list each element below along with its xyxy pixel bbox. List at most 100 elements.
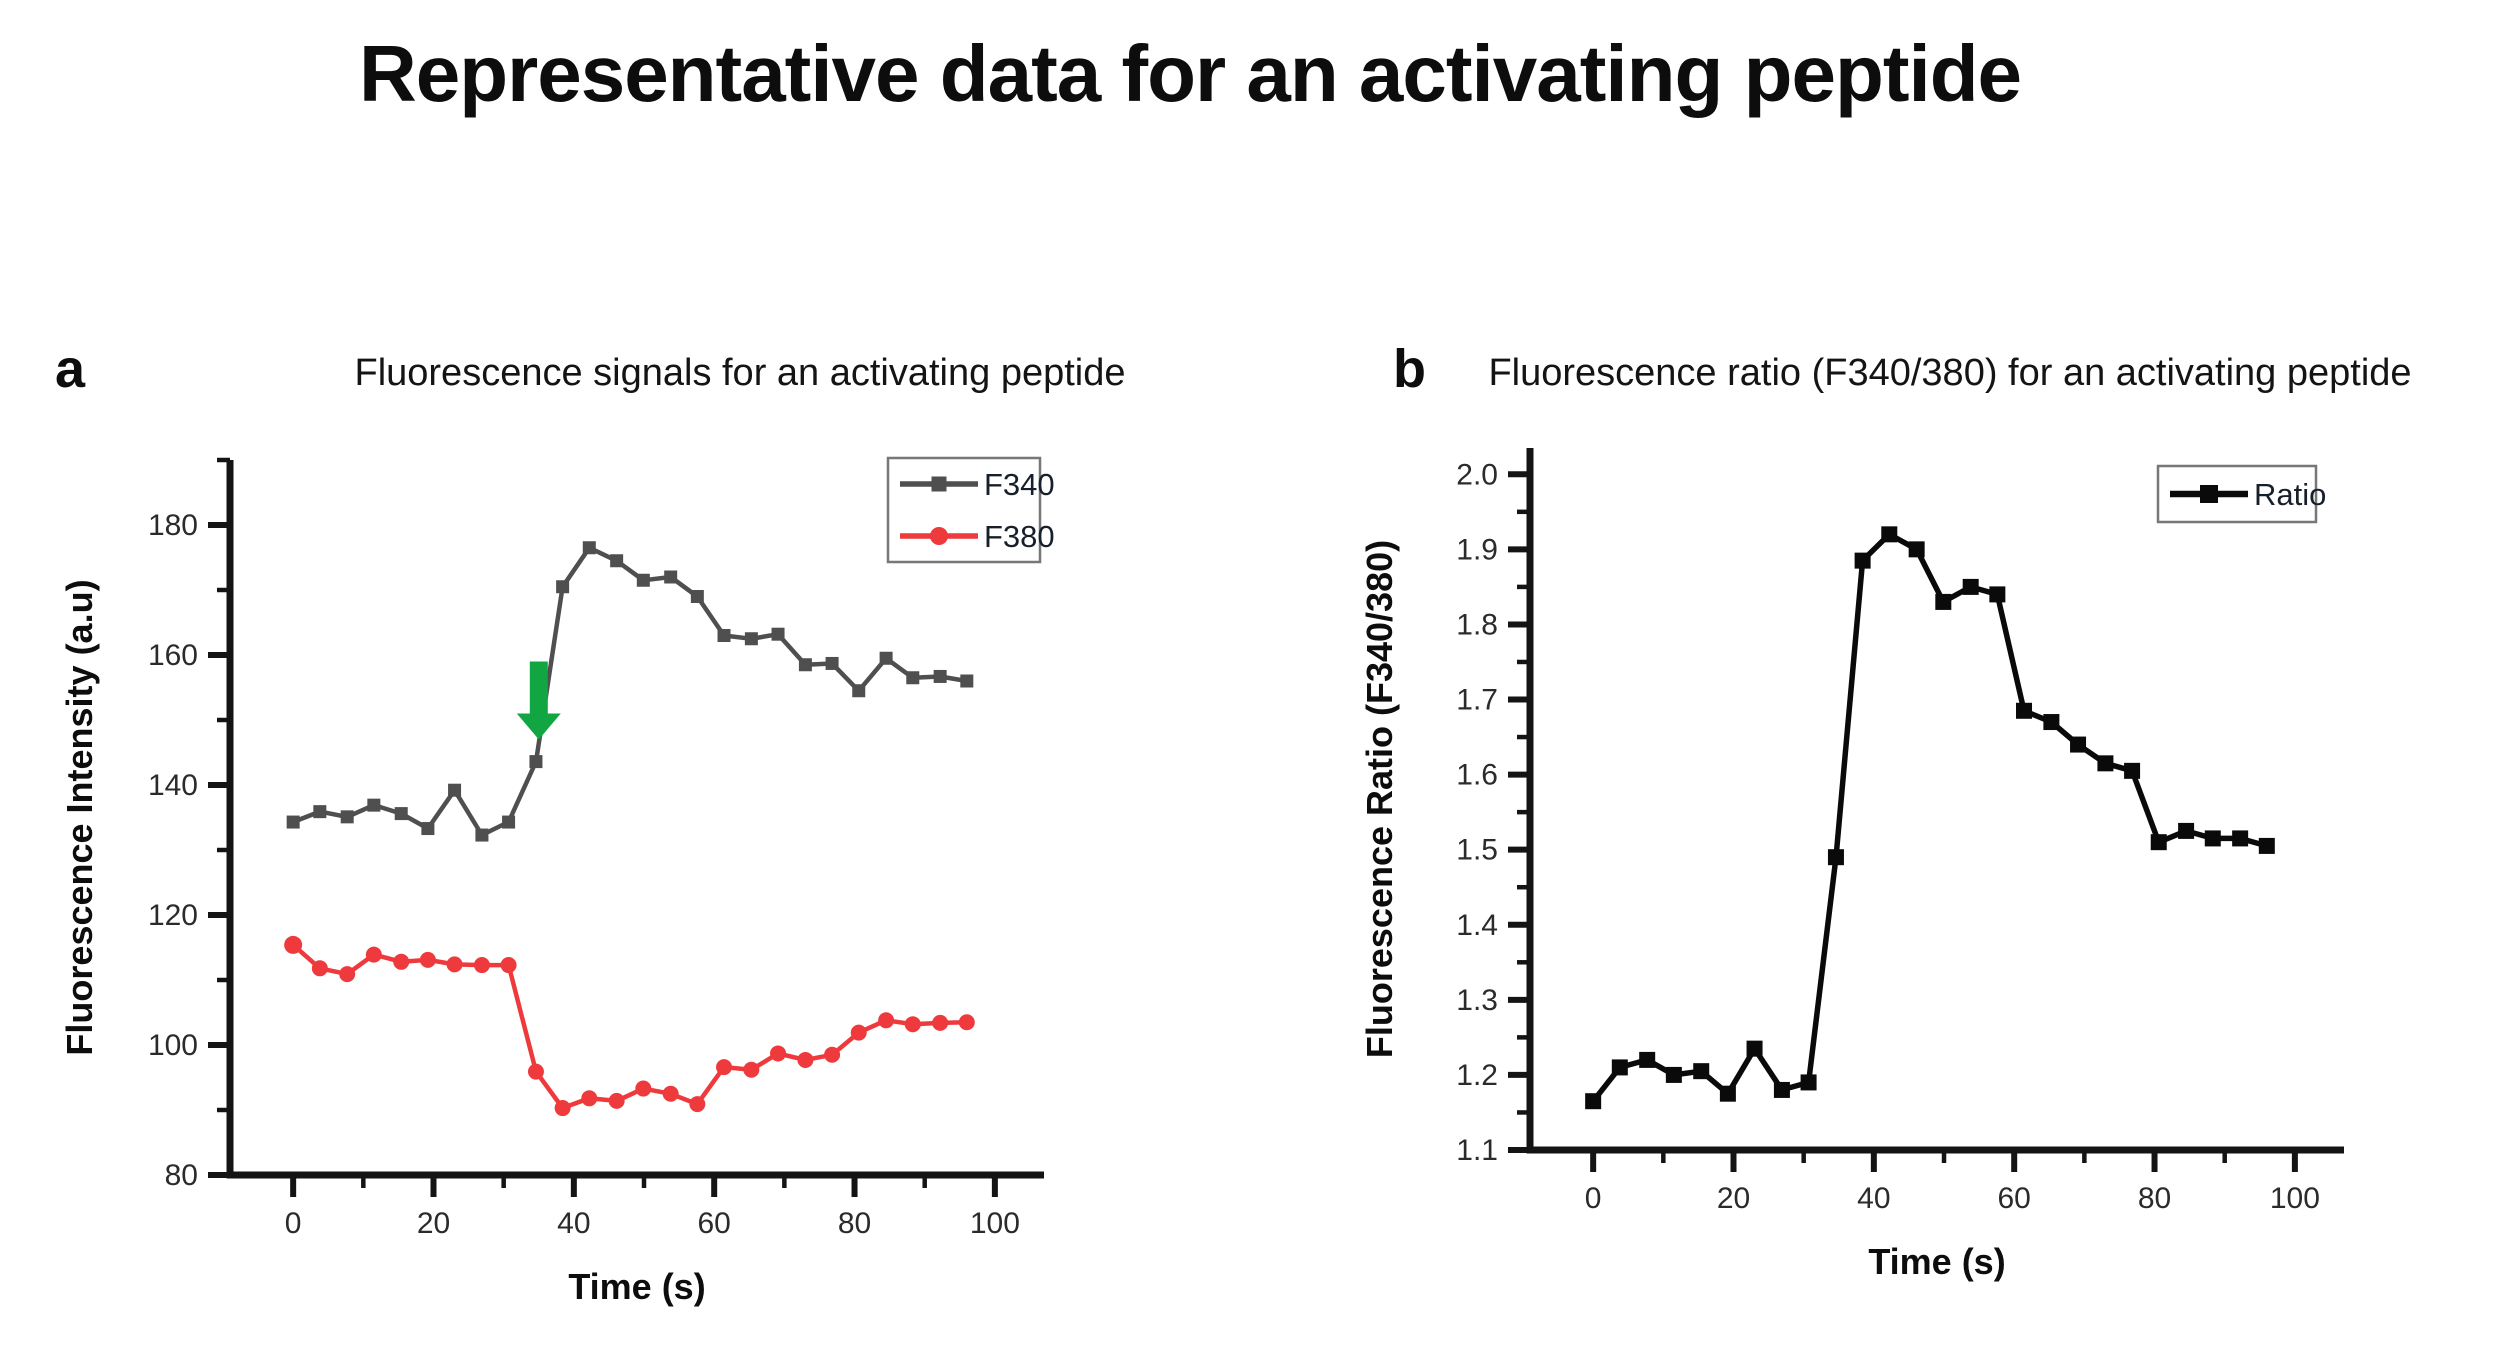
- y-tick-label: 1.2: [1456, 1059, 1498, 1092]
- legend: Ratio: [2156, 464, 2326, 524]
- data-point: [904, 1016, 921, 1033]
- data-point: [475, 828, 489, 842]
- chart-fluorescence-signals: 80 100 120 140 160 180 0 20 40 60 80 100 Time (s) Flu…: [59, 456, 1055, 1307]
- data-point: [744, 632, 758, 646]
- series-Ratio: [1585, 526, 2275, 1110]
- series-F340: [286, 541, 974, 842]
- panel-b-label: b: [1393, 339, 1426, 399]
- data-point: [394, 807, 408, 821]
- data-point: [339, 966, 356, 983]
- data-point: [743, 1061, 760, 1078]
- x-tick-label: 80: [838, 1207, 871, 1240]
- y-tick-label: 100: [148, 1029, 198, 1062]
- data-point: [690, 590, 704, 603]
- chart-fluorescence-ratio: 1.1 1.2 1.3 1.4 1.5 1.6 1.7 1.8 1.9 2.0 0 20 40 60 80 1…: [1359, 448, 2344, 1282]
- data-point: [771, 627, 785, 641]
- ticks: [1508, 471, 2298, 1172]
- data-point: [581, 1090, 598, 1107]
- data-point: [367, 798, 381, 812]
- data-point: [393, 953, 410, 970]
- legend: F340 F380: [886, 456, 1055, 564]
- data-point: [473, 957, 490, 974]
- data-point: [798, 658, 812, 672]
- x-tick-label: 100: [2270, 1182, 2320, 1215]
- data-point: [2070, 736, 2087, 753]
- data-point: [2043, 714, 2060, 731]
- y-tick-label: 180: [148, 509, 198, 542]
- data-point: [852, 684, 866, 698]
- legend-marker: [2200, 485, 2218, 503]
- data-point: [554, 1100, 571, 1117]
- data-point: [2097, 755, 2114, 772]
- legend-label: Ratio: [2254, 477, 2326, 512]
- data-point: [313, 805, 327, 819]
- data-point: [906, 671, 920, 685]
- data-point: [2204, 830, 2221, 847]
- panel-a-label: a: [55, 339, 86, 399]
- legend-label: F340: [984, 467, 1055, 502]
- data-point: [1989, 586, 2006, 603]
- data-point: [824, 1046, 841, 1063]
- data-point: [1639, 1051, 1656, 1068]
- data-point: [527, 1063, 544, 1080]
- x-tick-label: 100: [970, 1207, 1020, 1240]
- y-tick-label: 1.9: [1456, 533, 1498, 566]
- y-tick-label: 1.8: [1456, 608, 1498, 641]
- y-axis-title: Fluorescence Intensity (a.u): [59, 579, 100, 1055]
- data-point: [500, 957, 517, 974]
- y-tick-label: 80: [165, 1159, 198, 1192]
- data-point: [960, 674, 974, 688]
- data-point: [636, 573, 650, 587]
- data-point: [2124, 762, 2141, 779]
- y-tick-label: 2.0: [1456, 458, 1498, 491]
- data-point: [689, 1096, 706, 1113]
- tick-labels: 1.1 1.2 1.3 1.4 1.5 1.6 1.7 1.8 1.9 2.0 0 20 40 60 80 1…: [1456, 458, 2320, 1215]
- data-point: [664, 570, 678, 584]
- x-axis-title: Time (s): [1868, 1241, 2005, 1282]
- panel-a-subtitle: Fluorescence signals for an activating p…: [354, 352, 1126, 394]
- data-point: [797, 1051, 814, 1068]
- legend-marker: [930, 527, 948, 545]
- legend-box: [886, 456, 1042, 564]
- series-layer: [284, 541, 975, 1117]
- y-axis-title: Fluorescence Ratio (F340/380): [1359, 540, 1400, 1058]
- legend-item-Ratio: Ratio: [2170, 477, 2326, 512]
- data-point: [932, 1014, 949, 1031]
- data-point: [878, 1012, 895, 1029]
- data-point: [933, 669, 947, 683]
- y-tick-label: 1.6: [1456, 759, 1498, 792]
- ticks: [208, 457, 998, 1197]
- y-tick-label: 1.1: [1456, 1134, 1498, 1167]
- data-point: [286, 815, 300, 829]
- data-point: [608, 1092, 625, 1109]
- data-point: [2150, 834, 2167, 851]
- y-tick-label: 1.7: [1456, 684, 1498, 717]
- data-point: [2178, 822, 2195, 839]
- data-point: [1908, 541, 1925, 558]
- data-point: [365, 946, 382, 963]
- panel-b-subtitle: Fluorescence ratio (F340/380) for an act…: [1488, 352, 2412, 394]
- data-point: [1962, 578, 1979, 595]
- data-point: [1719, 1085, 1736, 1102]
- data-point: [311, 960, 328, 977]
- y-tick-label: 1.4: [1456, 909, 1498, 942]
- data-point: [1665, 1066, 1682, 1083]
- legend-label: F380: [984, 519, 1055, 554]
- data-point: [284, 935, 303, 954]
- data-point: [1827, 849, 1844, 866]
- x-tick-label: 0: [1585, 1182, 1602, 1215]
- data-point: [717, 629, 731, 642]
- data-point: [582, 541, 596, 555]
- y-tick-label: 1.5: [1456, 834, 1498, 867]
- data-point: [879, 651, 893, 665]
- data-point: [446, 956, 463, 973]
- data-point: [716, 1059, 733, 1076]
- y-tick-label: 160: [148, 639, 198, 672]
- series-line-F380: [290, 942, 970, 1111]
- data-point: [1854, 552, 1871, 569]
- x-tick-label: 80: [2138, 1182, 2171, 1215]
- data-point: [419, 951, 436, 968]
- data-point: [448, 783, 462, 797]
- data-point: [2258, 837, 2275, 854]
